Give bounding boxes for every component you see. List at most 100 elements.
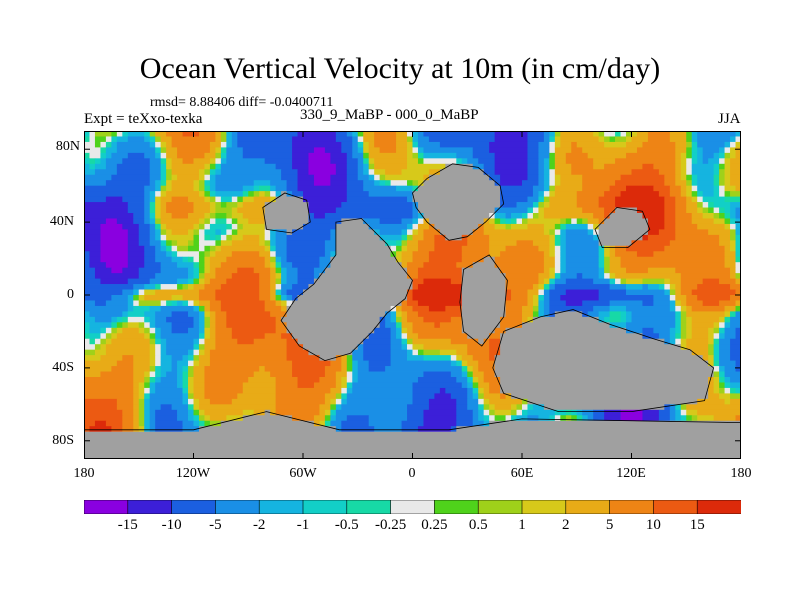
land-cell (423, 180, 496, 187)
ocean-cell (215, 218, 227, 225)
ocean-cell (231, 131, 238, 137)
ocean-cell (658, 415, 671, 422)
ocean-cell (691, 174, 698, 181)
ocean-cell (352, 152, 364, 159)
ocean-cell (138, 404, 145, 411)
ocean-cell (472, 355, 490, 361)
ocean-cell (198, 322, 205, 329)
ocean-cell (155, 251, 167, 258)
ocean-cell (220, 158, 227, 165)
ocean-cell (363, 169, 370, 176)
ocean-cell (149, 234, 156, 241)
ocean-cell (357, 174, 370, 181)
land-cell (84, 431, 741, 438)
ocean-cell (111, 174, 151, 181)
ocean-cell (407, 338, 413, 345)
ocean-cell (204, 420, 211, 427)
ocean-cell (319, 420, 326, 427)
ocean-cell (532, 284, 539, 290)
ocean-cell (171, 295, 183, 301)
ocean-cell (527, 223, 545, 230)
ocean-cell (730, 240, 736, 247)
ocean-cell (368, 191, 413, 197)
ocean-cell (155, 344, 162, 351)
ocean-cell (182, 387, 189, 394)
ocean-cell (100, 147, 107, 154)
ocean-cell (138, 234, 151, 241)
ocean-cell (560, 415, 567, 422)
ocean-cell (724, 371, 741, 378)
land-cell (308, 284, 413, 290)
ocean-cell (407, 234, 413, 241)
ocean-cell (84, 180, 107, 187)
land-cell (335, 223, 370, 230)
ocean-cell (105, 163, 118, 170)
ocean-cell (209, 333, 216, 340)
ocean-cell (719, 169, 725, 176)
ocean-cell (198, 398, 211, 405)
ocean-cell (527, 174, 539, 181)
ocean-cell (198, 223, 205, 230)
ocean-cell (385, 240, 397, 247)
ocean-cell (275, 240, 287, 247)
ocean-cell (237, 196, 244, 203)
ocean-cell (292, 262, 320, 269)
ocean-cell (171, 180, 194, 187)
ocean-cell (653, 251, 725, 258)
ocean-cell (576, 409, 583, 416)
ocean-cell (691, 136, 698, 143)
ocean-cell (407, 158, 419, 165)
ocean-cell (105, 158, 123, 165)
ocean-cell (489, 387, 501, 394)
ocean-cell (407, 409, 424, 416)
ocean-cell (609, 251, 616, 258)
ocean-cell (407, 344, 413, 351)
ocean-cell (675, 141, 687, 148)
lat-tick-label: 80N (55, 139, 80, 154)
ocean-cell (467, 366, 474, 372)
ocean-cell (193, 278, 200, 285)
ocean-cell (319, 409, 326, 416)
ocean-cell (522, 311, 534, 318)
ocean-cell (730, 284, 741, 290)
ocean-cell (735, 289, 741, 296)
ocean-cell (292, 163, 309, 170)
ocean-cell (215, 136, 222, 143)
ocean-cell (357, 131, 364, 137)
ocean-cell (341, 398, 348, 405)
ocean-cell (204, 234, 211, 241)
ocean-cell (330, 234, 337, 241)
land-cell (494, 355, 704, 361)
ocean-cell (401, 245, 408, 252)
ocean-cell (702, 147, 720, 154)
ocean-cell (472, 409, 479, 416)
ocean-cell (620, 409, 643, 416)
land-cell (417, 185, 501, 192)
ocean-cell (155, 349, 162, 356)
ocean-cell (730, 213, 736, 219)
ocean-cell (505, 213, 512, 219)
ocean-cell (215, 169, 222, 176)
ocean-cell (576, 196, 600, 203)
ocean-cell (149, 322, 156, 329)
ocean-cell (188, 371, 194, 378)
ocean-cell (724, 223, 731, 230)
ocean-cell (450, 316, 463, 323)
ocean-cell (549, 284, 556, 290)
ocean-cell (270, 185, 277, 192)
ocean-cell (193, 338, 200, 345)
ocean-cell (313, 420, 320, 427)
ocean-cell (522, 218, 528, 225)
ocean-cell (259, 295, 271, 301)
ocean-cell (396, 327, 402, 334)
ocean-cell (352, 136, 359, 143)
ocean-cell (346, 163, 359, 170)
ocean-cell (182, 426, 200, 433)
ocean-cell (105, 136, 112, 143)
ocean-cell (160, 191, 167, 197)
ocean-cell (379, 316, 386, 323)
axis-ticks (84, 131, 741, 459)
ocean-cell (166, 349, 189, 356)
ocean-cell (297, 174, 315, 181)
ocean-cell (472, 366, 479, 372)
